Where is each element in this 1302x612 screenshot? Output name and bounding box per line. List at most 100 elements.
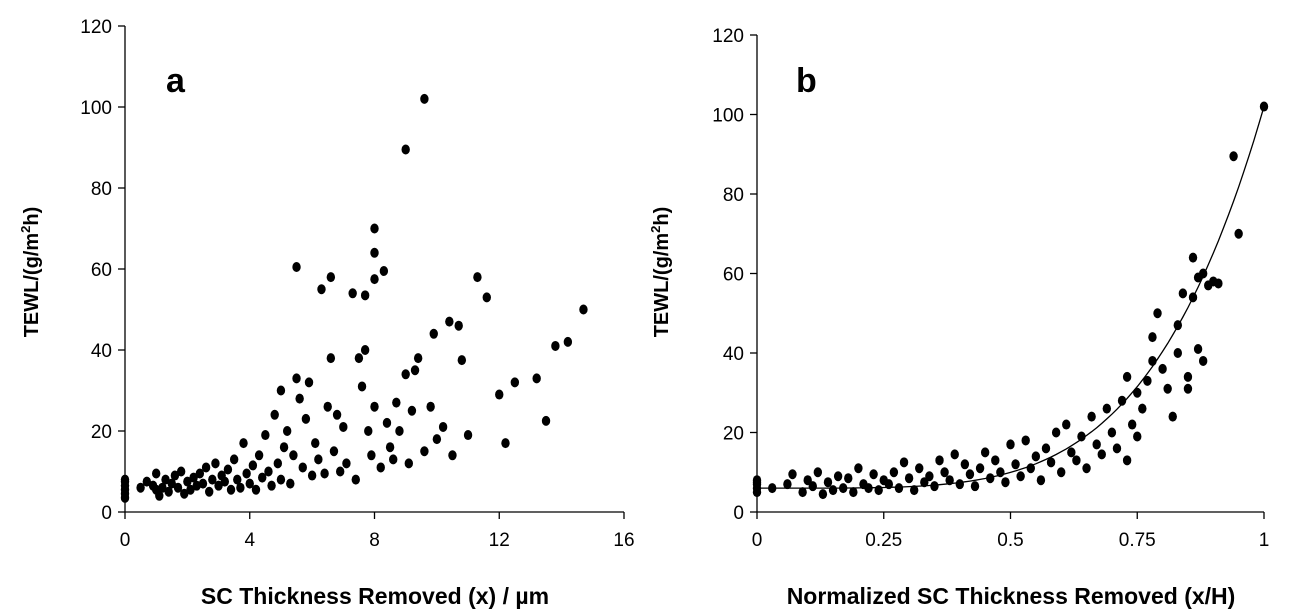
panel-a-data-point bbox=[510, 377, 520, 388]
panel-b-data-point bbox=[864, 483, 873, 494]
panel-b-data-point bbox=[823, 477, 833, 488]
panel-b-x-tick-label: 0 bbox=[752, 530, 763, 551]
panel-a-data-point bbox=[541, 415, 551, 426]
panel-b-data-point bbox=[1107, 427, 1117, 438]
panel-b-data-point bbox=[965, 469, 975, 480]
panel-a-data-point bbox=[563, 336, 573, 347]
panel-b-data-point bbox=[1122, 455, 1132, 466]
panel-a-data-point bbox=[261, 430, 270, 441]
panel-a-data-point bbox=[438, 421, 448, 432]
panel-a-data-point bbox=[258, 472, 267, 483]
panel-b-data-point bbox=[899, 457, 909, 468]
panel-b-data-point bbox=[960, 459, 970, 470]
panel-a-y-tick-label: 60 bbox=[91, 260, 112, 281]
panel-a-data-point bbox=[211, 458, 220, 469]
panel-a-data-point bbox=[389, 454, 398, 465]
panel-a-data-point bbox=[307, 470, 317, 481]
panel-b-data-point bbox=[1051, 427, 1061, 438]
panel-b-data-point bbox=[1183, 383, 1193, 394]
panel-b-axes: 0 0.25 0.5 0.75 1 0 20 40 60 80 100 120 bbox=[712, 26, 1269, 551]
panel-b-data-point bbox=[945, 475, 954, 486]
panel-b-data-point bbox=[1133, 387, 1142, 398]
panel-b-data-point bbox=[1087, 411, 1096, 422]
panel-b-data-point bbox=[1163, 383, 1172, 394]
panel-a-y-tick-label: 80 bbox=[91, 179, 112, 200]
panel-a-data-point bbox=[404, 458, 414, 469]
panel-a-data-point bbox=[379, 266, 389, 277]
panel-a-data-point bbox=[326, 272, 336, 283]
panel-b-data-point bbox=[1148, 355, 1157, 366]
panel-b-data-point bbox=[975, 463, 985, 474]
panel-a-data-point bbox=[151, 468, 161, 479]
panel-b-data-point bbox=[904, 473, 914, 484]
panel-b-y-tick-label: 100 bbox=[712, 106, 744, 127]
panel-a-x-axis-title: SC Thickness Removed (x) / µm bbox=[201, 583, 549, 609]
panel-a-data-point bbox=[220, 476, 229, 487]
panel-a-data-point bbox=[248, 460, 258, 471]
panel-b-data-point bbox=[1214, 278, 1223, 289]
panel-a-data-point bbox=[254, 450, 264, 461]
panel-a-data-point bbox=[289, 450, 298, 461]
panel-b-data-point bbox=[980, 447, 990, 458]
panel-a-points bbox=[120, 93, 588, 503]
panel-a-data-point bbox=[292, 373, 301, 384]
panel-a-data-point bbox=[420, 93, 429, 104]
panel-a-data-point bbox=[342, 458, 351, 469]
panel-a-data-point bbox=[276, 474, 286, 485]
panel-a-data-point bbox=[173, 482, 183, 493]
panel-b-data-point bbox=[1072, 455, 1081, 466]
scatter-panel-b: 0 0.25 0.5 0.75 1 0 20 40 60 80 100 120 b Normalize… bbox=[648, 26, 1269, 609]
panel-a-data-point bbox=[286, 478, 295, 489]
panel-a-data-point bbox=[282, 426, 292, 436]
panel-a-data-point bbox=[208, 474, 217, 485]
panel-a-data-point bbox=[482, 292, 491, 303]
panel-a-data-point bbox=[155, 490, 164, 501]
panel-b-x-tick-label: 0.75 bbox=[1119, 530, 1156, 551]
panel-a-y-tick-label: 20 bbox=[91, 422, 112, 443]
panel-b-data-point bbox=[1188, 292, 1198, 303]
panel-b-y-axis-title: TEWL/(g/m2h) bbox=[648, 207, 673, 338]
panel-a-data-point bbox=[360, 290, 370, 301]
panel-a-data-point bbox=[158, 482, 167, 493]
panel-a-x-tick-label: 4 bbox=[244, 530, 255, 551]
panel-a-data-point bbox=[276, 385, 286, 396]
panel-a-data-point bbox=[236, 482, 245, 493]
panel-b-y-tick-label: 80 bbox=[723, 185, 744, 206]
panel-a-y-tick-label: 100 bbox=[80, 98, 112, 119]
panel-b-y-tick-label: 0 bbox=[733, 503, 744, 524]
panel-a-x-tick-label: 16 bbox=[613, 530, 634, 551]
panel-b-data-point bbox=[915, 463, 924, 474]
panel-a-data-point bbox=[392, 397, 401, 408]
panel-a-data-point bbox=[429, 328, 438, 339]
panel-b-x-axis-title: Normalized SC Thickness Removed (x/H) bbox=[787, 583, 1236, 609]
panel-b-data-point bbox=[828, 485, 838, 496]
panel-b-data-point bbox=[986, 473, 995, 484]
panel-b-data-point bbox=[788, 469, 797, 480]
panel-a-data-point bbox=[170, 470, 180, 481]
panel-b-data-point bbox=[1193, 344, 1203, 355]
panel-b-data-point bbox=[1173, 320, 1183, 331]
panel-b-data-point bbox=[991, 455, 1000, 466]
panel-a-data-point bbox=[348, 288, 357, 299]
panel-a-data-point bbox=[579, 304, 588, 315]
panel-b-data-point bbox=[1046, 457, 1056, 468]
panel-a-data-point bbox=[401, 144, 410, 155]
panel-b-data-point bbox=[1148, 332, 1157, 343]
panel-a-data-point bbox=[401, 369, 410, 380]
panel-a-data-point bbox=[279, 442, 289, 453]
panel-b-data-point bbox=[818, 489, 828, 500]
panel-a-data-point bbox=[420, 446, 429, 457]
panel-b-data-point bbox=[909, 485, 919, 496]
panel-b-trendline bbox=[757, 106, 1265, 489]
panel-a-data-point bbox=[242, 468, 251, 479]
panel-a-data-point bbox=[229, 454, 239, 465]
panel-b-data-point bbox=[1173, 348, 1183, 358]
panel-a-data-point bbox=[323, 401, 332, 412]
panel-b-x-tick-label: 1 bbox=[1259, 530, 1270, 551]
panel-b-data-point bbox=[752, 475, 762, 486]
panel-a-data-point bbox=[501, 438, 510, 449]
panel-b-data-point bbox=[1021, 435, 1030, 446]
panel-b-data-point bbox=[813, 467, 823, 478]
panel-b-data-point bbox=[1153, 308, 1162, 319]
